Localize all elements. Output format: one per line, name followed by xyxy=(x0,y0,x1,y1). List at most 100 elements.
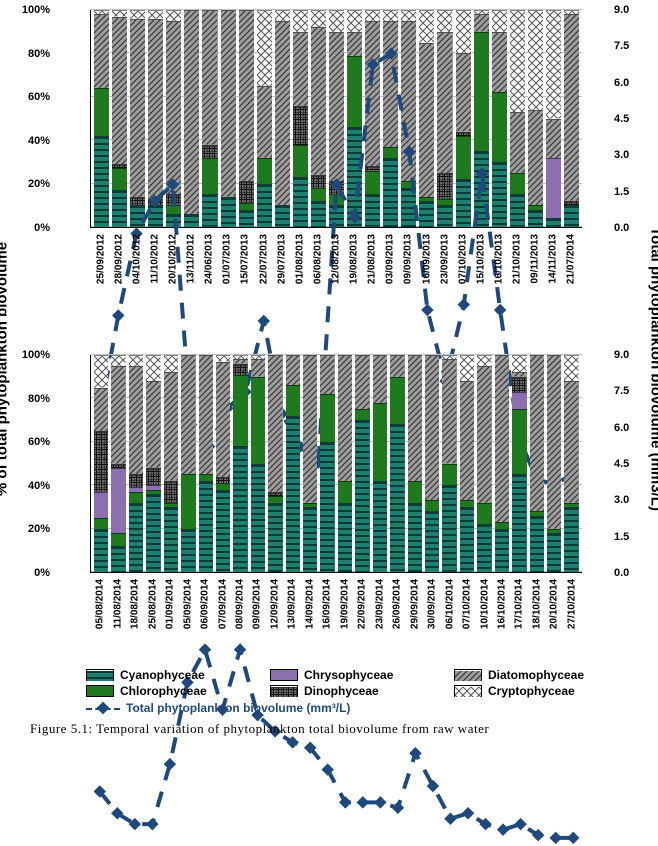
bar-segment-chloro xyxy=(251,377,265,464)
bar-segment-cyano xyxy=(456,179,471,227)
y-axis-left-label: % of total phytoplankton biovolume xyxy=(0,241,11,495)
bar-segment-chloro xyxy=(512,409,526,474)
legend-item-diatom: Diatomophyceae xyxy=(454,668,628,682)
bar-segment-chloro xyxy=(373,403,387,481)
stacked-bar xyxy=(408,355,422,572)
line-marker xyxy=(409,747,421,759)
bar-segment-diatom xyxy=(146,381,160,468)
x-tick-label: 16/10/2014 xyxy=(495,575,509,645)
bar-segment-cyano xyxy=(303,507,317,572)
bar-segment-cyano xyxy=(329,205,344,227)
bar-segment-chloro xyxy=(94,88,109,136)
stacked-bar xyxy=(111,355,125,572)
bar-segment-crypto xyxy=(146,355,160,381)
bar-segment-diatom xyxy=(564,381,578,503)
bar-segment-diatom xyxy=(437,32,452,173)
bar-segment-crypto xyxy=(492,10,507,32)
bar-segment-chloro xyxy=(383,147,398,158)
bar-segment-crypto xyxy=(474,10,489,14)
x-tick-label: 09/09/2014 xyxy=(250,575,264,645)
line-marker xyxy=(164,758,176,770)
x-tick-label: 16/09/2013 xyxy=(419,230,434,300)
y-ticks-left: 0%20%40%60%80%100% xyxy=(52,10,88,228)
bar-segment-diatom xyxy=(329,32,344,182)
bar-segment-diatom xyxy=(373,355,387,403)
bar-segment-cyano xyxy=(373,481,387,572)
x-tick-label: 30/09/2014 xyxy=(425,575,439,645)
bar-segment-dino xyxy=(293,106,308,145)
stacked-bar xyxy=(477,355,491,572)
bar-segment-chryso xyxy=(546,158,561,219)
bar-segment-diatom xyxy=(419,43,434,197)
chart-panel-bottom: 0%20%40%60%80%100% 0.01.53.04.56.07.59.0… xyxy=(58,355,610,645)
x-tick-label: 11/10/2012 xyxy=(147,230,162,300)
bar-segment-crypto xyxy=(365,10,380,21)
bar-segment-crypto xyxy=(442,355,456,359)
bar-segment-cyano xyxy=(528,210,543,227)
bar-segment-diatom xyxy=(199,355,213,474)
plot-area-bottom xyxy=(90,355,582,573)
stacked-bar xyxy=(311,10,326,227)
stacked-bar xyxy=(495,355,509,572)
bar-segment-cyano xyxy=(251,464,265,573)
x-tick-label: 14/09/2014 xyxy=(303,575,317,645)
stacked-bar xyxy=(510,10,525,227)
stacked-bar xyxy=(474,10,489,227)
line-marker xyxy=(497,823,509,835)
bar-segment-diatom xyxy=(303,355,317,503)
line-marker xyxy=(111,807,123,819)
stacked-bar xyxy=(347,10,362,227)
line-marker xyxy=(514,818,526,830)
x-tick-label: 17/10/2014 xyxy=(512,575,526,645)
x-labels: 05/08/201411/08/201418/08/201425/08/2014… xyxy=(90,575,582,645)
bar-segment-diatom xyxy=(338,355,352,481)
bar-segment-dino xyxy=(512,377,526,392)
x-tick-label: 06/08/2013 xyxy=(310,230,325,300)
bar-segment-dino xyxy=(233,364,247,375)
stacked-bar xyxy=(528,10,543,227)
bar-segment-diatom xyxy=(166,21,181,195)
stacked-bar xyxy=(547,355,561,572)
x-tick-label: 01/07/2013 xyxy=(220,230,235,300)
y-tick-left: 40% xyxy=(10,480,50,492)
bar-segment-crypto xyxy=(293,10,308,32)
bar-segment-chloro xyxy=(311,188,326,201)
bar-segment-dino xyxy=(437,173,452,199)
x-tick-label: 12/09/2014 xyxy=(268,575,282,645)
y-tick-left: 80% xyxy=(10,48,50,60)
line-marker xyxy=(146,818,158,830)
bar-segment-diatom xyxy=(408,355,422,481)
y-ticks-right: 0.01.53.04.56.07.59.0 xyxy=(584,10,614,228)
x-tick-label: 09/09/2013 xyxy=(401,230,416,300)
bar-segment-cyano xyxy=(383,158,398,227)
bar-segment-crypto xyxy=(130,10,145,19)
stacked-bar xyxy=(129,355,143,572)
y-tick-right: 0.0 xyxy=(614,222,644,234)
stacked-bar xyxy=(216,355,230,572)
bar-segment-dino xyxy=(216,477,230,484)
stacked-bar xyxy=(419,10,434,227)
y-tick-right: 9.0 xyxy=(614,4,644,16)
x-tick-label: 27/10/2014 xyxy=(565,575,579,645)
x-tick-label: 23/09/2013 xyxy=(437,230,452,300)
x-tick-label: 06/09/2014 xyxy=(198,575,212,645)
bar-segment-cyano xyxy=(146,494,160,572)
x-tick-label: 18/10/2014 xyxy=(530,575,544,645)
y-tick-left: 60% xyxy=(10,436,50,448)
bar-segment-chloro xyxy=(94,518,108,529)
bar-segment-crypto xyxy=(437,10,452,32)
x-labels: 25/09/201228/09/201204/10/201211/10/2012… xyxy=(90,230,582,300)
bar-segment-cyano xyxy=(338,503,352,572)
legend-label: Cyanophyceae xyxy=(120,668,205,682)
bar-segment-crypto xyxy=(251,355,265,359)
bar-segment-dino xyxy=(146,468,160,485)
bar-segment-chloro xyxy=(293,145,308,178)
x-tick-label: 21/10/2013 xyxy=(510,230,525,300)
y-tick-left: 100% xyxy=(10,349,50,361)
stacked-bar xyxy=(442,355,456,572)
bar-segment-crypto xyxy=(419,10,434,43)
bar-segment-diatom xyxy=(94,14,109,88)
bar-segment-crypto xyxy=(275,10,290,21)
bar-segment-diatom xyxy=(239,10,254,181)
legend-grid: CyanophyceaeChrysophyceaeDiatomophyceaeC… xyxy=(86,668,628,698)
